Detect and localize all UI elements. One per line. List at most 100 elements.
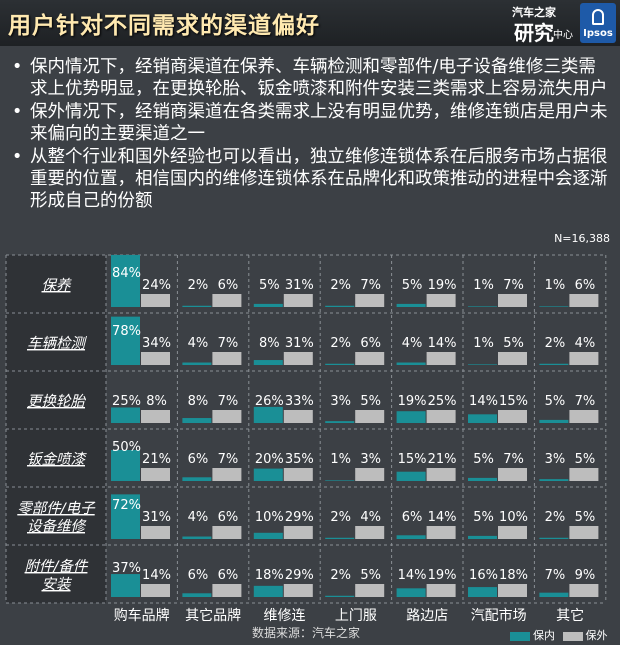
- value-label-in-warranty: 7%: [545, 568, 566, 583]
- bar-out-warranty-base: [426, 352, 456, 365]
- value-label-in-warranty: 2%: [330, 568, 351, 583]
- bar-out-warranty-base: [569, 294, 599, 307]
- row-label: 车辆检测: [27, 335, 87, 352]
- bar-in-warranty: [182, 362, 212, 365]
- bar-in-warranty: [468, 306, 497, 307]
- bar-out-warranty-base: [141, 584, 170, 597]
- bar-out-warranty-base: [569, 468, 599, 481]
- value-label-in-warranty: 15%: [398, 452, 427, 467]
- bar-in-warranty: [468, 364, 497, 365]
- bar-in-warranty: [539, 592, 569, 597]
- bar-in-warranty: [468, 477, 497, 481]
- value-label-out-warranty: 14%: [428, 510, 457, 525]
- row-label: 更换轮胎: [27, 393, 86, 410]
- bar-in-warranty: [111, 407, 140, 423]
- value-label-in-warranty: 14%: [469, 394, 498, 409]
- value-label-out-warranty: 7%: [218, 394, 239, 409]
- value-label-in-warranty: 2%: [330, 278, 351, 293]
- bar-in-warranty: [539, 419, 569, 423]
- value-label-in-warranty: 72%: [112, 498, 141, 513]
- bar-out-warranty-base: [212, 526, 242, 539]
- column-label: 汽配市场: [471, 607, 527, 622]
- value-label-in-warranty: 8%: [188, 394, 209, 409]
- data-source: 数据来源：汽车之家: [252, 626, 361, 640]
- row-label: 钣金喷漆: [27, 451, 87, 468]
- bar-in-warranty: [539, 479, 569, 481]
- value-label-in-warranty: 78%: [112, 324, 141, 339]
- bar-in-warranty: [253, 360, 283, 365]
- value-label-out-warranty: 21%: [142, 452, 171, 467]
- value-label-in-warranty: 14%: [398, 568, 427, 583]
- bar-in-warranty: [396, 471, 426, 481]
- bullet-item: • 保外情况下，经销商渠道在各类需求上没有明显优势，维修连锁店是用户未来偏向的主要…: [12, 102, 608, 144]
- bar-in-warranty: [253, 406, 283, 423]
- bar-out-warranty-base: [498, 352, 527, 365]
- bar-out-warranty-base: [426, 468, 456, 481]
- bar-out-warranty-base: [426, 410, 456, 423]
- column-label: 其它: [556, 607, 584, 622]
- bar-in-warranty: [468, 414, 497, 423]
- value-label-out-warranty: 31%: [142, 510, 171, 525]
- bar-out-warranty-base: [212, 584, 242, 597]
- value-label-out-warranty: 18%: [499, 568, 528, 583]
- row-label: 设备维修: [27, 518, 87, 535]
- legend-label-out-warranty: 保外: [585, 629, 608, 642]
- value-label-out-warranty: 25%: [428, 394, 457, 409]
- value-label-out-warranty: 7%: [218, 452, 239, 467]
- value-label-in-warranty: 50%: [112, 440, 141, 455]
- bar-out-warranty-base: [355, 410, 385, 423]
- bar-in-warranty: [253, 532, 283, 539]
- value-label-in-warranty: 4%: [188, 336, 209, 351]
- value-label-out-warranty: 19%: [428, 278, 457, 293]
- autohome-research-logo: 汽车之家 研究 中心: [512, 6, 573, 45]
- bar-in-warranty: [468, 535, 497, 539]
- bar-in-warranty: [539, 537, 569, 539]
- value-label-out-warranty: 31%: [285, 336, 314, 351]
- bar-in-warranty: [111, 316, 140, 365]
- value-label-out-warranty: 5%: [503, 336, 524, 351]
- value-label-in-warranty: 20%: [255, 452, 284, 467]
- bar-out-warranty-base: [212, 294, 242, 307]
- bar-in-warranty: [111, 494, 140, 539]
- row-label: 安装: [42, 576, 73, 593]
- column-label: 维修连: [264, 608, 306, 622]
- value-label-out-warranty: 6%: [360, 336, 381, 351]
- row-label: 零部件/电子: [17, 500, 96, 517]
- legend-label-in-warranty: 保内: [533, 629, 555, 642]
- value-label-in-warranty: 6%: [188, 568, 209, 583]
- bar-out-warranty-base: [426, 526, 456, 539]
- value-label-out-warranty: 33%: [285, 394, 314, 409]
- bullet-item: • 从整个行业和国外经验也可以看出，独立维修连锁体系在后服务市场占据很重要的位置，…: [12, 147, 608, 211]
- value-label-in-warranty: 4%: [188, 510, 209, 525]
- value-label-in-warranty: 26%: [255, 394, 284, 409]
- value-label-out-warranty: 8%: [146, 394, 167, 409]
- bar-in-warranty: [325, 480, 355, 481]
- bar-out-warranty-base: [283, 468, 313, 481]
- column-label: 路边店: [406, 608, 448, 622]
- column-label: 购车品牌: [114, 607, 170, 622]
- value-label-in-warranty: 37%: [112, 561, 141, 576]
- value-label-out-warranty: 5%: [575, 510, 596, 525]
- value-label-out-warranty: 7%: [218, 336, 239, 351]
- bar-in-warranty: [111, 254, 140, 307]
- row-label: 保养: [42, 277, 72, 294]
- value-label-out-warranty: 6%: [575, 278, 596, 293]
- bar-out-warranty-base: [141, 294, 170, 307]
- legend-swatch-in-warranty: [510, 631, 530, 641]
- value-label-in-warranty: 2%: [188, 278, 209, 293]
- bar-out-warranty-base: [212, 352, 242, 365]
- value-label-in-warranty: 5%: [545, 394, 566, 409]
- bar-in-warranty: [396, 303, 426, 307]
- bar-in-warranty: [396, 362, 426, 365]
- bar-out-warranty-base: [283, 410, 313, 423]
- bar-out-warranty-base: [283, 584, 313, 597]
- value-label-out-warranty: 35%: [285, 452, 314, 467]
- bar-in-warranty: [182, 477, 212, 481]
- bar-in-warranty: [182, 593, 212, 597]
- value-label-in-warranty: 1%: [473, 336, 494, 351]
- value-label-in-warranty: 2%: [545, 336, 566, 351]
- legend-swatch-out-warranty: [562, 631, 583, 641]
- value-label-out-warranty: 4%: [360, 510, 381, 525]
- value-label-out-warranty: 19%: [428, 568, 457, 583]
